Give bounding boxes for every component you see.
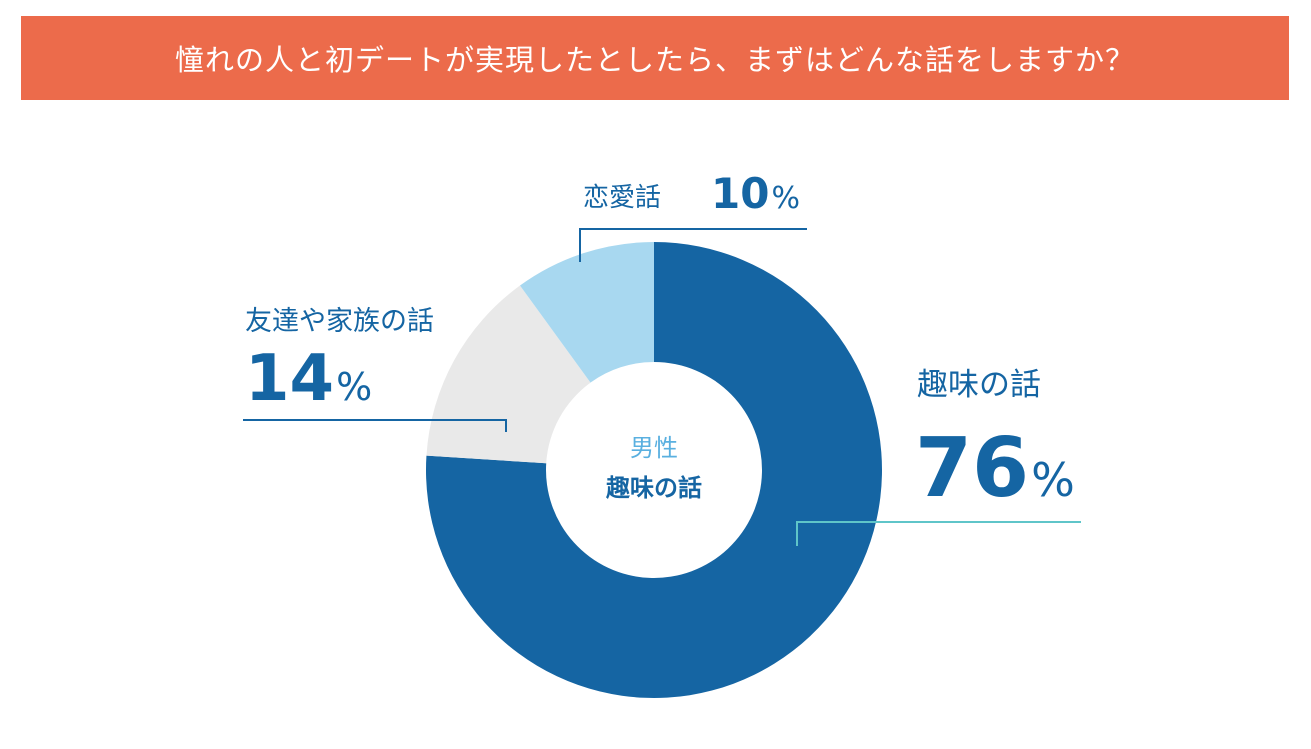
chart-title: 憧れの人と初デートが実現したとしたら、まずはどんな話をしますか？ xyxy=(174,43,1135,77)
donut-slices xyxy=(426,242,883,698)
value-hobby: 76% xyxy=(915,421,1075,516)
label-romance: 恋愛話 xyxy=(583,183,661,213)
label-family: 友達や家族の話 xyxy=(245,306,434,337)
title-bar: 憧れの人と初デートが実現したとしたら、まずはどんな話をしますか？ xyxy=(21,16,1289,100)
leader-line-family xyxy=(243,419,507,432)
center-group-label: 男性 xyxy=(630,434,678,462)
value-family-unit: % xyxy=(336,365,372,409)
label-hobby: 趣味の話 xyxy=(917,367,1041,403)
leader-line-hobby xyxy=(796,521,1081,546)
value-romance-number: 10 xyxy=(711,169,769,218)
value-family-number: 14 xyxy=(245,342,334,416)
value-family: 14% xyxy=(245,342,372,416)
leader-line-romance xyxy=(579,228,807,262)
value-romance-unit: % xyxy=(771,181,800,216)
center-top-answer: 趣味の話 xyxy=(605,474,702,502)
slice-family xyxy=(426,285,591,464)
value-hobby-number: 76 xyxy=(915,421,1029,516)
slice-hobby xyxy=(426,242,883,698)
value-romance: 10% xyxy=(711,169,800,218)
value-hobby-unit: % xyxy=(1031,453,1075,507)
slice-romance xyxy=(519,242,654,383)
